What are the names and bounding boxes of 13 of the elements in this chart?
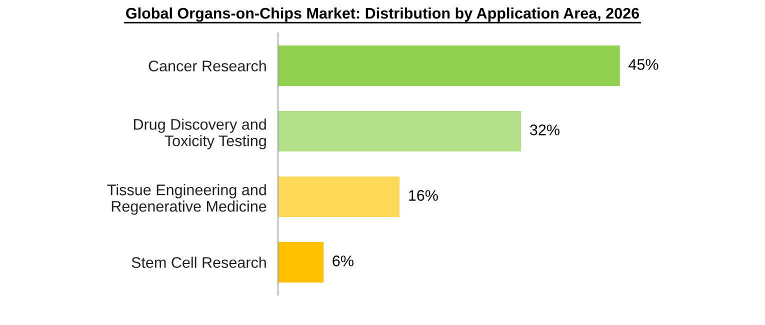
bar xyxy=(278,176,400,218)
bar xyxy=(278,45,620,86)
y-tick-label: Cancer Research xyxy=(148,60,266,72)
chart-title: Global Organs-on-Chips Market: Distribution by Application Area, 2026 xyxy=(126,7,640,22)
y-tick-label: Stem Cell Research xyxy=(132,256,266,268)
data-label: 16% xyxy=(409,190,438,201)
data-label: 45% xyxy=(628,59,658,70)
y-tick-label: Drug Discovery and Toxicity Testing xyxy=(134,118,266,150)
y-tick-label: Tissue Engineering and Regenerative Medicine xyxy=(107,184,266,215)
data-label: 6% xyxy=(332,256,354,266)
data-label: 32% xyxy=(530,124,560,136)
bar xyxy=(278,110,522,152)
bar xyxy=(278,242,324,283)
